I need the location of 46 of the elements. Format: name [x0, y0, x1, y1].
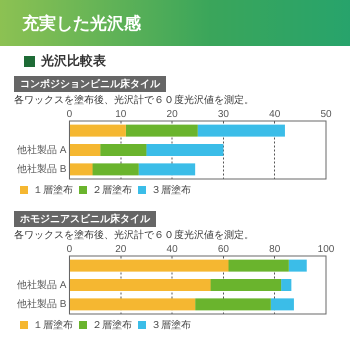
- bar: [70, 144, 100, 156]
- bar: [228, 260, 289, 272]
- bar: [70, 298, 196, 310]
- x-tick-label: 100: [318, 244, 335, 255]
- bar: [198, 124, 285, 137]
- legend-label: ２層塗布: [92, 184, 132, 196]
- y-tick-label: 他社製品 B: [16, 163, 67, 176]
- x-tick-label: 60: [218, 244, 230, 255]
- legend-label: ３層塗布: [151, 318, 191, 331]
- x-tick-label: 40: [166, 244, 178, 255]
- bar: [70, 124, 126, 137]
- x-tick-label: 10: [115, 108, 127, 120]
- y-tick-label: 他社製品 A: [16, 144, 67, 156]
- legend-label: １層塗布: [33, 184, 73, 196]
- x-tick-label: 40: [269, 108, 281, 120]
- bar: [195, 298, 271, 310]
- x-tick-label: 0: [66, 244, 73, 255]
- bar: [70, 163, 93, 176]
- legend-label: １層塗布: [33, 318, 73, 331]
- x-tick-label: 0: [66, 108, 73, 120]
- header-banner: 充実した光沢感: [0, 0, 350, 46]
- bar: [288, 260, 307, 272]
- bar: [281, 279, 292, 291]
- x-tick-label: 20: [115, 244, 127, 255]
- bar: [92, 163, 139, 176]
- x-tick-label: 20: [166, 108, 178, 120]
- chart-subtitle: 各ワックスを塗布後、光沢計で６０度光沢値を測定。: [14, 94, 255, 107]
- bar: [126, 124, 198, 137]
- bar: [270, 298, 294, 310]
- chart-title: ホモジニアスビニル床タイル: [14, 211, 156, 227]
- bar: [138, 163, 196, 176]
- text: 光沢比較表: [41, 53, 106, 70]
- bar: [146, 144, 224, 156]
- legend-label: ３層塗布: [151, 184, 191, 196]
- y-tick-label: 他社製品 A: [16, 278, 67, 291]
- x-tick-label: 30: [218, 108, 230, 120]
- x-tick-label: 80: [269, 244, 281, 255]
- chart-subtitle: 各ワックスを塗布後、光沢計で６０度光沢値を測定。: [14, 228, 255, 242]
- x-tick-label: 50: [320, 108, 332, 120]
- bar: [100, 144, 146, 156]
- legend-label: ２層塗布: [92, 318, 132, 331]
- y-tick-label: 他社製品 B: [16, 298, 67, 310]
- bar: [70, 260, 229, 272]
- chart-title: コンポジションビニル床タイル: [14, 76, 166, 92]
- bar: [210, 279, 282, 291]
- bar: [70, 279, 211, 291]
